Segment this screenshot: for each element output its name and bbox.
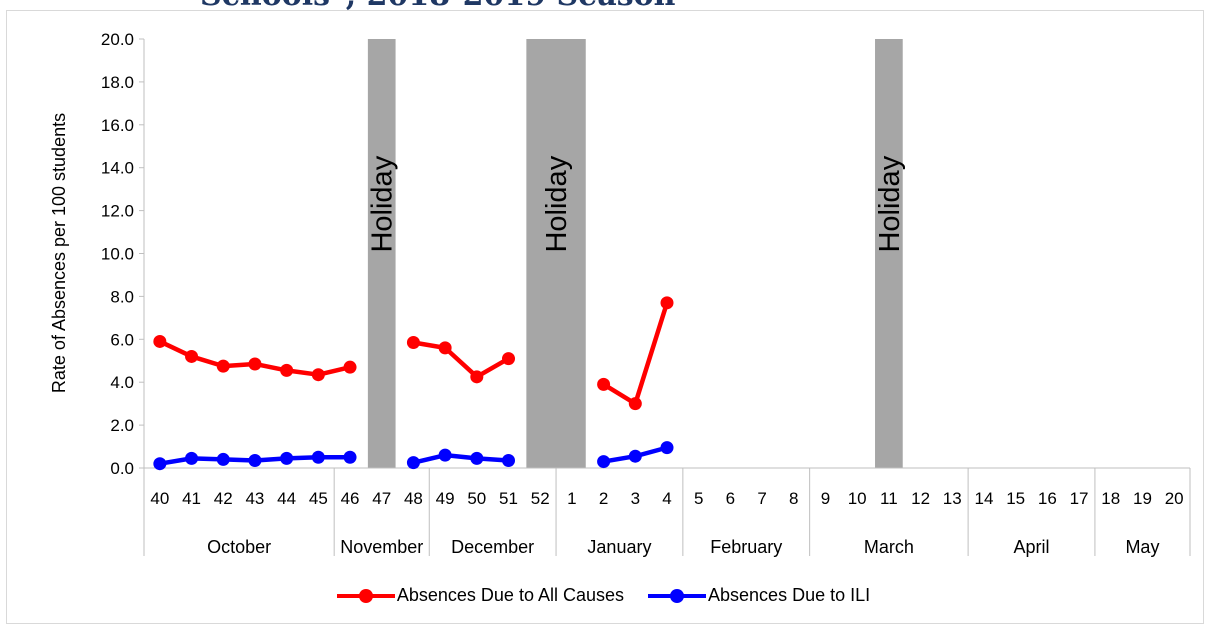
data-point [597,455,610,468]
y-tick-label: 4.0 [110,373,134,392]
y-tick-label: 14.0 [101,159,134,178]
month-label: May [1125,537,1159,557]
data-point [661,441,674,454]
x-tick-label: 18 [1101,489,1120,508]
y-tick-label: 2.0 [110,416,134,435]
data-point [502,454,515,467]
x-tick-label: 44 [277,489,296,508]
data-point [439,449,452,462]
y-tick-label: 0.0 [110,459,134,478]
data-point [407,336,420,349]
data-point [661,296,674,309]
legend-swatch [648,589,706,603]
holiday-label: Holiday [367,155,399,252]
legend-swatch [337,589,395,603]
x-tick-label: 49 [436,489,455,508]
line-chart: Holiday Holiday Holiday 0.0 2.0 4.0 6.0 8.0 10.… [0,0,1207,580]
month-label: December [451,537,534,557]
x-tick-label: 50 [467,489,486,508]
x-tick-label: 14 [975,489,994,508]
series-lines [153,296,673,470]
legend-item: Absences Due to ILI [648,585,870,606]
x-tick-label: 41 [182,489,201,508]
month-label: April [1014,537,1050,557]
data-point [312,368,325,381]
data-point [248,454,261,467]
month-label: March [864,537,914,557]
x-tick-label: 10 [848,489,867,508]
data-point [185,350,198,363]
x-tick-label: 42 [214,489,233,508]
series-line [413,343,508,377]
x-tick-label: 51 [499,489,518,508]
data-point [407,456,420,469]
y-tick-label: 20.0 [101,30,134,49]
data-point [185,452,198,465]
y-tick-label: 18.0 [101,73,134,92]
month-label: January [587,537,651,557]
x-tick-label: 20 [1165,489,1184,508]
x-tick-label: 47 [372,489,391,508]
legend-item: Absences Due to All Causes [337,585,624,606]
x-tick-label: 3 [631,489,640,508]
x-tick-label: 43 [245,489,264,508]
legend: Absences Due to All Causes Absences Due t… [0,585,1207,606]
x-tick-label: 13 [943,489,962,508]
y-axis-label: Rate of Absences per 100 students [49,113,69,393]
x-tick-label: 52 [531,489,550,508]
data-point [312,451,325,464]
data-point [248,357,261,370]
x-tick-label: 17 [1070,489,1089,508]
data-point [217,453,230,466]
data-point [439,341,452,354]
x-tick-label: 2 [599,489,608,508]
month-label: October [207,537,271,557]
data-point [280,364,293,377]
y-tick-label: 16.0 [101,116,134,135]
data-point [217,360,230,373]
x-tick-label: 6 [726,489,735,508]
y-tick-label: 12.0 [101,202,134,221]
x-tick-label: 8 [789,489,798,508]
month-label: November [340,537,423,557]
x-tick-label: 16 [1038,489,1057,508]
data-point [502,352,515,365]
x-tick-label: 19 [1133,489,1152,508]
holiday-label: Holiday [541,155,573,252]
data-point [629,450,642,463]
x-tick-label: 40 [150,489,169,508]
y-tick-label: 8.0 [110,287,134,306]
x-tick-label: 1 [567,489,576,508]
x-tick-label: 11 [880,489,898,508]
legend-label: Absences Due to All Causes [397,585,624,606]
data-point [344,361,357,374]
y-tick-label: 10.0 [101,245,134,264]
series-line [604,303,667,404]
data-point [153,457,166,470]
series-line [413,455,508,463]
y-tick-label: 6.0 [110,330,134,349]
x-tick-label: 4 [662,489,671,508]
x-tick-label: 5 [694,489,703,508]
month-label: February [710,537,782,557]
x-tick-label: 46 [341,489,360,508]
data-point [470,452,483,465]
data-point [280,452,293,465]
x-tick-label: 15 [1006,489,1025,508]
data-point [470,370,483,383]
axes: 0.0 2.0 4.0 6.0 8.0 10.0 12.0 14.0 16.0 18.0 20.0 4… [101,30,1190,557]
x-tick-label: 9 [821,489,830,508]
x-tick-label: 7 [757,489,766,508]
data-point [344,451,357,464]
data-point [597,378,610,391]
data-point [153,335,166,348]
x-tick-label: 45 [309,489,328,508]
legend-label: Absences Due to ILI [708,585,870,606]
holiday-label: Holiday [874,155,906,252]
x-tick-label: 48 [404,489,423,508]
data-point [629,397,642,410]
x-tick-label: 12 [911,489,930,508]
